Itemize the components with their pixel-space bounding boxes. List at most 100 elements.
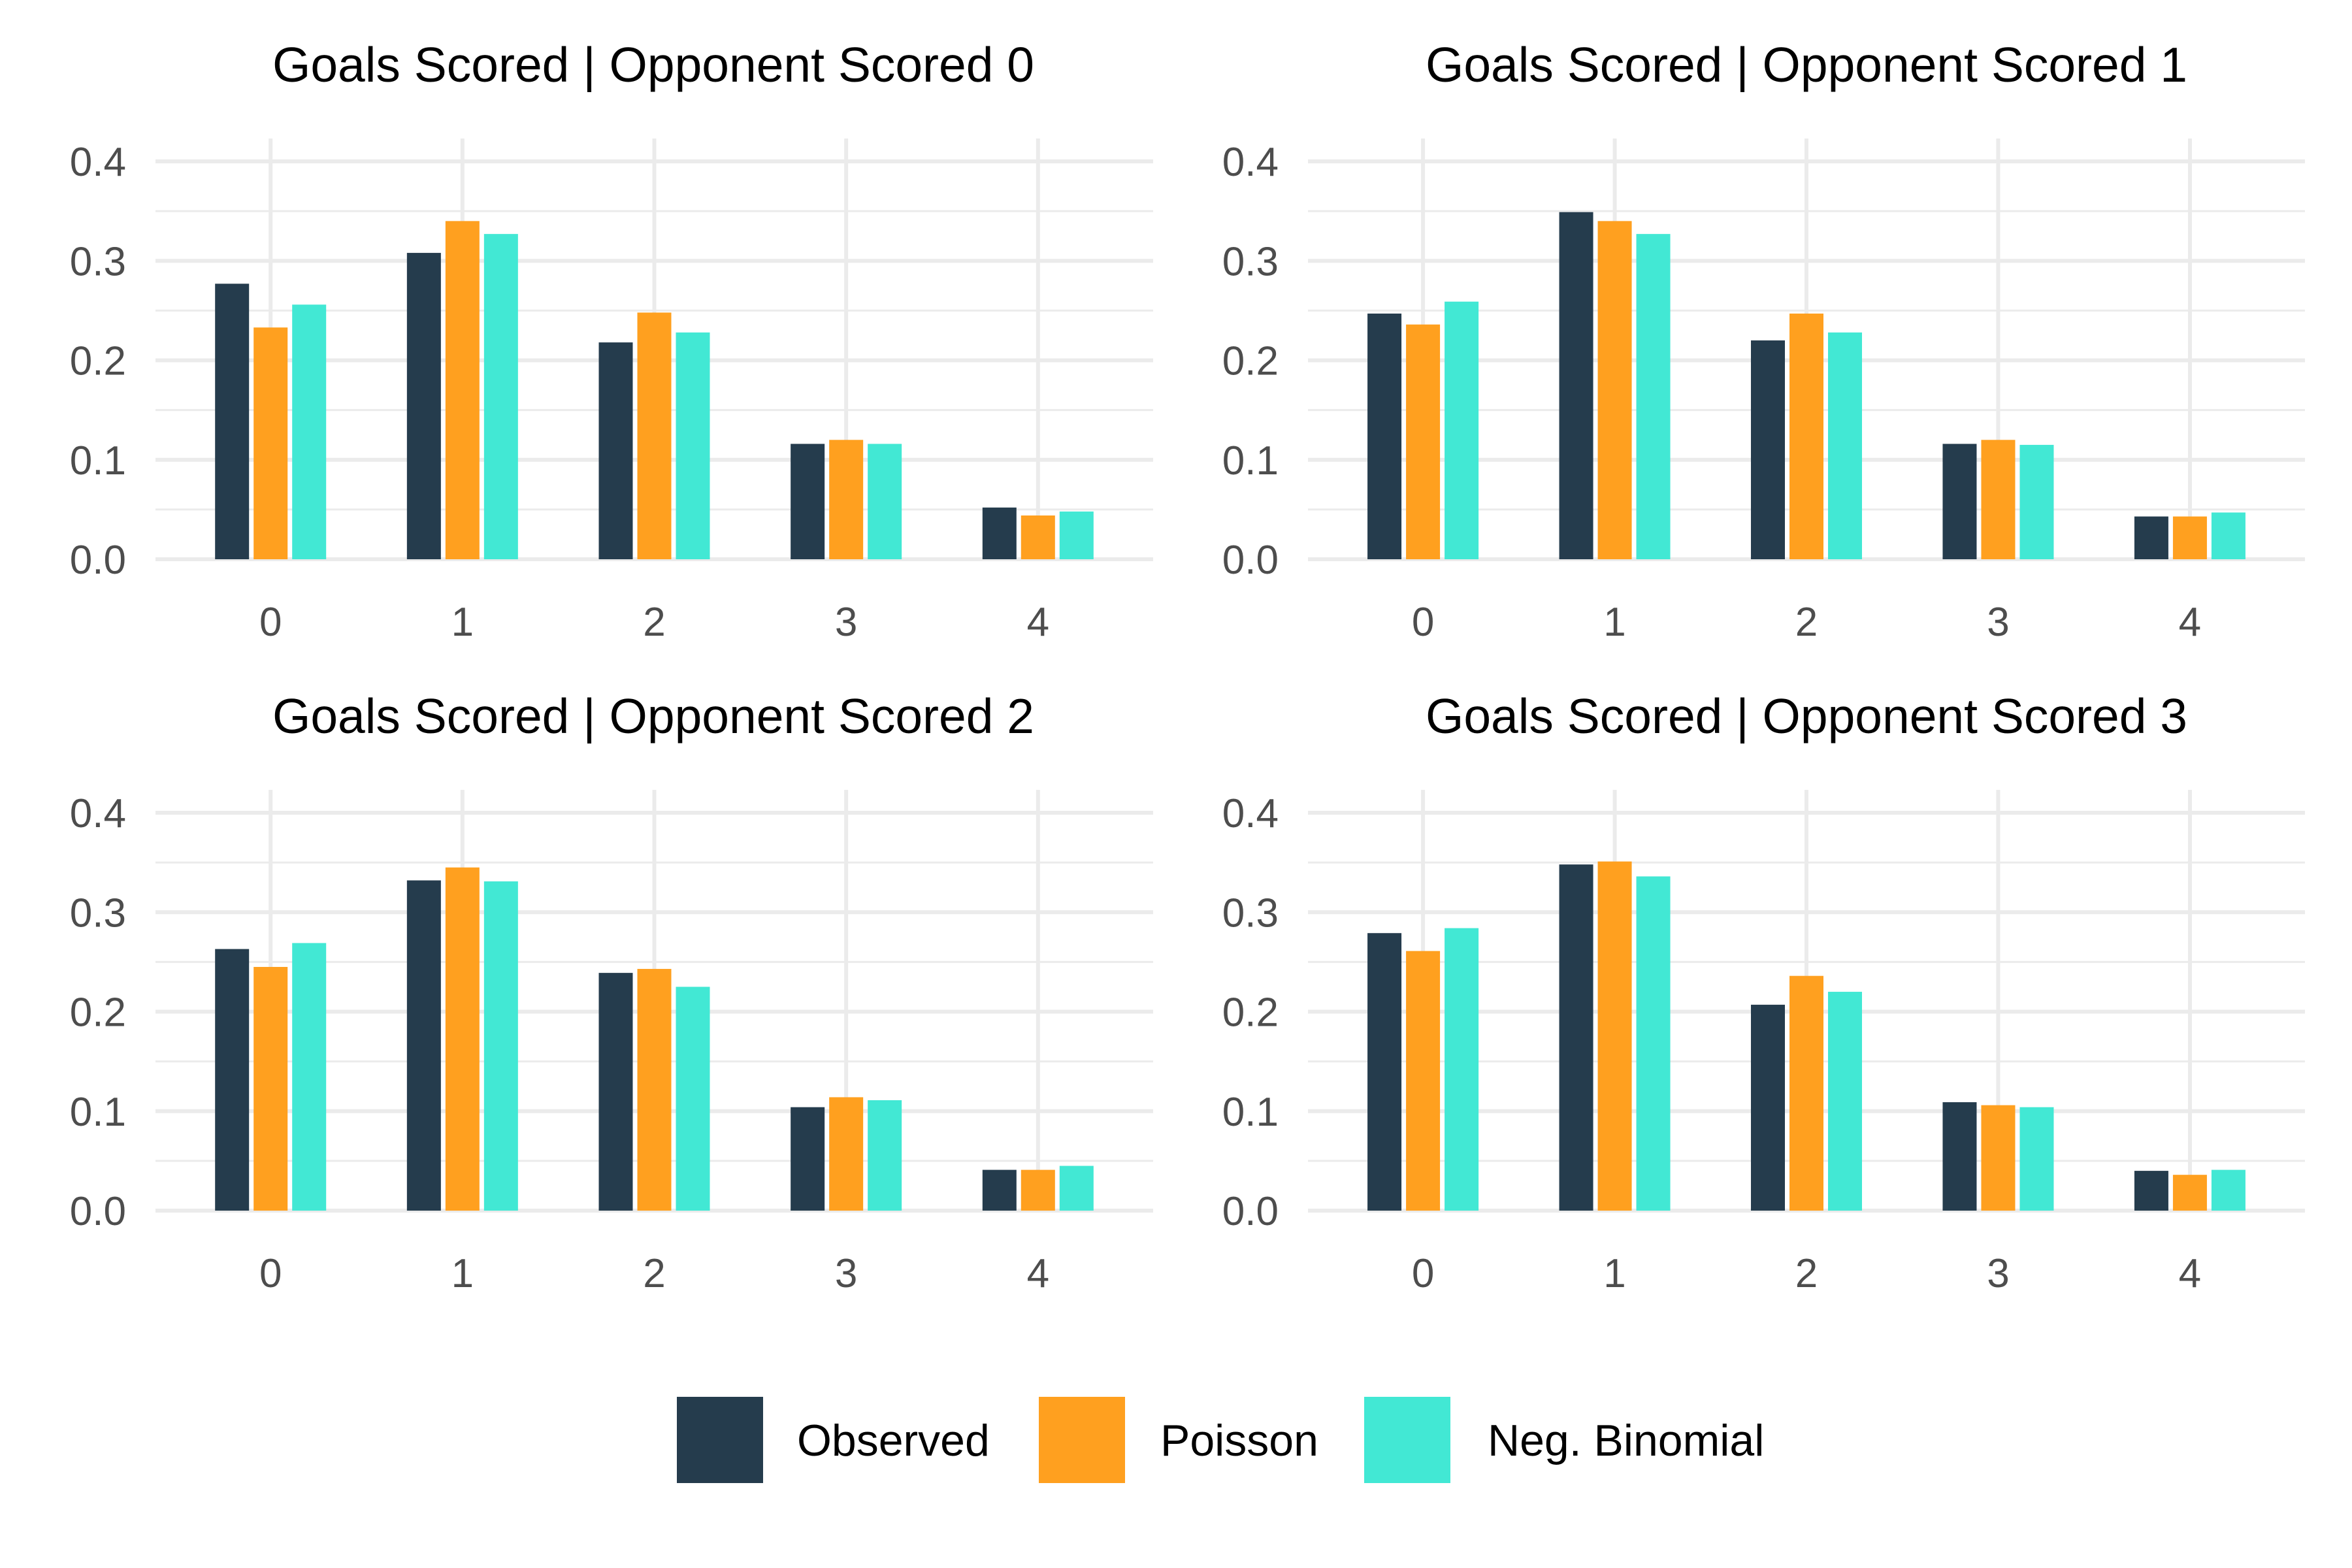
bar-neg-binomial (676, 332, 710, 559)
bar-neg-binomial (483, 881, 518, 1211)
bar-observed (1942, 444, 1977, 559)
legend: Observed Poisson Neg. Binomial (677, 1397, 1764, 1483)
x-tick-label: 4 (1027, 600, 1049, 645)
legend-key (1364, 1397, 1450, 1483)
legend-label: Poisson (1160, 1416, 1318, 1465)
chart-panel: 0.0 0.1 0.2 0.3 0.4 0 1 2 3 4 Goals Scored | Oppon… (1222, 37, 2305, 645)
x-tick-label: 2 (1795, 600, 1818, 645)
bar-poisson (253, 327, 288, 559)
legend-key (1039, 1397, 1125, 1483)
x-tick-label: 0 (259, 600, 282, 645)
y-tick-label: 0.3 (1222, 890, 1279, 936)
panel-title: Goals Scored | Opponent Scored 1 (1426, 37, 2187, 92)
y-tick-label: 0.1 (70, 1090, 126, 1135)
x-tick-label: 3 (835, 600, 857, 645)
x-tick-label: 3 (835, 1251, 857, 1296)
bar-observed (1942, 1102, 1977, 1211)
bar-observed (1559, 864, 1593, 1211)
bar-poisson (445, 867, 480, 1211)
bar-poisson (1021, 515, 1055, 559)
y-tick-label: 0.0 (70, 1189, 126, 1234)
bar-poisson (1021, 1169, 1055, 1211)
bar-poisson (637, 312, 672, 559)
bar-observed (2134, 1171, 2168, 1211)
y-tick-label: 0.0 (1222, 1189, 1279, 1234)
panel-title: Goals Scored | Opponent Scored 0 (272, 37, 1034, 92)
panel-title: Goals Scored | Opponent Scored 3 (1426, 689, 2187, 743)
bar-neg-binomial (2019, 1107, 2054, 1211)
bar-observed (406, 880, 441, 1211)
bar-poisson (1406, 951, 1441, 1211)
bar-poisson (2172, 1175, 2207, 1211)
x-tick-label: 1 (1603, 1251, 1625, 1296)
chart-panel: 0.0 0.1 0.2 0.3 0.4 0 1 2 3 4 Goals Scored | Oppon… (70, 689, 1153, 1296)
y-tick-label: 0.0 (70, 538, 126, 583)
bar-observed (406, 253, 441, 559)
bar-neg-binomial (1445, 928, 1479, 1211)
legend-label: Observed (797, 1416, 990, 1465)
bar-observed (791, 1107, 825, 1211)
x-tick-label: 2 (643, 600, 665, 645)
panel-title: Goals Scored | Opponent Scored 2 (272, 689, 1034, 743)
bar-poisson (637, 969, 672, 1211)
bar-observed (2134, 516, 2168, 559)
bar-observed (1367, 933, 1402, 1211)
bar-neg-binomial (2019, 444, 2054, 559)
x-tick-label: 3 (1987, 1251, 2009, 1296)
y-tick-label: 0.4 (70, 140, 126, 185)
bar-poisson (1597, 861, 1632, 1211)
y-tick-label: 0.1 (1222, 438, 1279, 483)
x-tick-label: 1 (451, 600, 474, 645)
x-tick-label: 1 (451, 1251, 474, 1296)
x-tick-label: 1 (1603, 600, 1625, 645)
bar-observed (982, 1169, 1017, 1211)
y-tick-label: 0.4 (1222, 791, 1279, 836)
bar-observed (1751, 340, 1785, 559)
bar-neg-binomial (1059, 1166, 1094, 1211)
bar-neg-binomial (868, 1100, 902, 1211)
x-tick-label: 2 (643, 1251, 665, 1296)
y-tick-label: 0.4 (1222, 140, 1279, 185)
bar-observed (791, 444, 825, 559)
legend-key (677, 1397, 763, 1483)
bar-observed (1559, 212, 1593, 560)
bar-observed (598, 973, 633, 1211)
bar-observed (1751, 1004, 1785, 1211)
bar-neg-binomial (868, 444, 902, 559)
y-tick-label: 0.1 (70, 438, 126, 483)
y-tick-label: 0.2 (70, 990, 126, 1036)
bar-poisson (1981, 440, 2016, 559)
bar-poisson (829, 1097, 864, 1211)
y-tick-label: 0.4 (70, 791, 126, 836)
bar-neg-binomial (292, 304, 327, 559)
y-tick-label: 0.3 (1222, 239, 1279, 284)
chart-panel: 0.0 0.1 0.2 0.3 0.4 0 1 2 3 4 Goals Scored | Oppon… (70, 37, 1153, 645)
bar-neg-binomial (2211, 1169, 2246, 1211)
bar-neg-binomial (292, 943, 327, 1211)
y-tick-label: 0.2 (1222, 339, 1279, 384)
x-tick-label: 4 (1027, 1251, 1049, 1296)
bar-neg-binomial (1059, 511, 1094, 559)
bar-observed (598, 342, 633, 559)
bar-poisson (829, 440, 864, 559)
bar-observed (1367, 313, 1402, 559)
y-tick-label: 0.2 (1222, 990, 1279, 1036)
y-tick-label: 0.3 (70, 890, 126, 936)
bar-neg-binomial (1828, 332, 1862, 559)
y-tick-label: 0.0 (1222, 538, 1279, 583)
bar-observed (982, 507, 1017, 559)
x-tick-label: 0 (259, 1251, 282, 1296)
bar-poisson (1789, 313, 1823, 559)
bar-poisson (1597, 221, 1632, 560)
bar-poisson (1789, 975, 1823, 1211)
bar-neg-binomial (676, 987, 710, 1211)
x-tick-label: 0 (1412, 600, 1434, 645)
legend-label: Neg. Binomial (1488, 1416, 1764, 1465)
bar-neg-binomial (1445, 301, 1479, 559)
x-tick-label: 3 (1987, 600, 2009, 645)
y-tick-label: 0.1 (1222, 1090, 1279, 1135)
bar-poisson (253, 966, 288, 1211)
x-tick-label: 2 (1795, 1251, 1818, 1296)
x-tick-label: 4 (2179, 1251, 2201, 1296)
